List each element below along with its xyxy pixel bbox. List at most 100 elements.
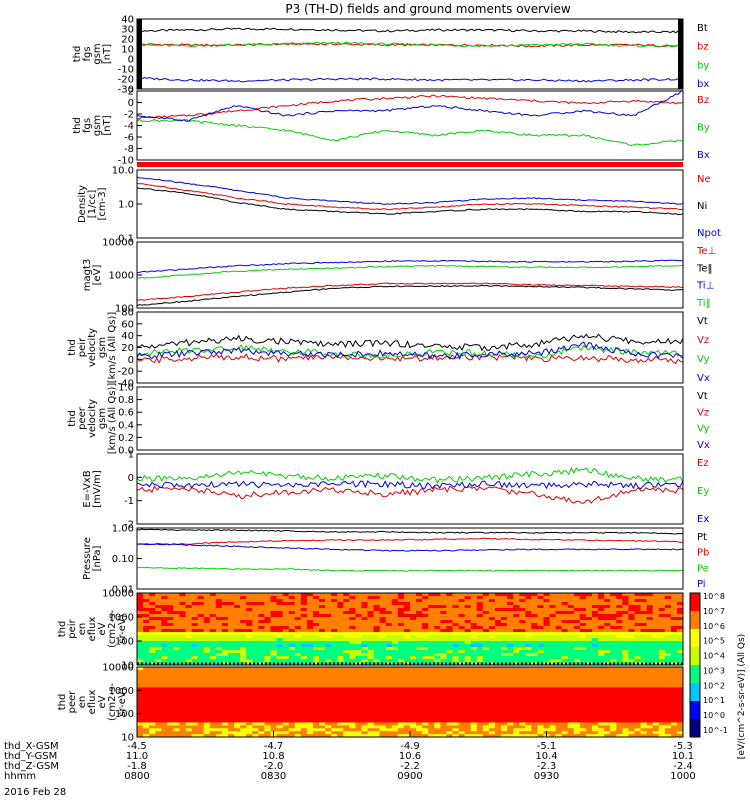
spectrogram-cell (379, 672, 387, 677)
spectrogram-cell (428, 684, 435, 688)
spectrogram-cell (410, 678, 417, 683)
spectrogram-cell (561, 596, 569, 600)
spectrogram-cell (367, 635, 375, 639)
spectrogram-cell (179, 704, 187, 709)
y-tick-label: 40 (121, 15, 134, 26)
spectrogram-cell (592, 713, 599, 718)
spectrogram-cell (585, 716, 593, 720)
spectrogram-cell (549, 614, 557, 618)
spectrogram-cell (209, 620, 217, 624)
spectrogram-cell (337, 702, 344, 706)
spectrogram-cell (446, 672, 453, 677)
spectrogram-cell (203, 632, 211, 636)
spectrogram-cell (385, 713, 393, 718)
spectrogram-cell (149, 659, 156, 663)
spectrogram-cell (306, 719, 314, 723)
spectrogram-cell (464, 662, 472, 666)
spectrogram-cell (537, 647, 544, 651)
spectrogram-cell (604, 593, 611, 597)
spectrogram-cell (337, 696, 344, 700)
spectrogram-cell (561, 623, 569, 627)
y-tick-label: 1.00 (112, 524, 134, 535)
spectrogram-cell (337, 605, 344, 609)
spectrogram-cell (513, 650, 520, 654)
spectrogram-cell (476, 687, 484, 691)
spectrogram-cell (379, 599, 387, 603)
spectrogram-cell (367, 702, 375, 706)
spectrogram-cell (379, 608, 387, 612)
spectrogram-cell (403, 678, 411, 683)
y-tick-label: 20 (121, 343, 134, 354)
spectrogram-cell (403, 675, 411, 680)
spectrogram-cell (434, 656, 441, 660)
spectrogram-cell (543, 672, 551, 677)
spectrogram-cell (191, 623, 199, 627)
spectrogram-cell (161, 699, 168, 703)
spectrogram-cell (476, 614, 484, 618)
spectrogram-cell (494, 599, 502, 603)
spectrogram-cell (234, 647, 241, 651)
spectrogram-cell (167, 641, 174, 645)
spectrogram-cell (646, 684, 654, 688)
spectrogram-cell (543, 681, 551, 685)
spectrogram-cell (149, 722, 156, 726)
spectrogram-cell (452, 593, 460, 597)
spectrogram-cell (252, 620, 259, 624)
spectrogram-cell (264, 681, 271, 685)
spectrogram-cell (319, 713, 326, 718)
spectrogram-cell (458, 678, 466, 683)
spectrogram-cell (610, 675, 617, 680)
spectrogram-cell (628, 731, 635, 735)
spectrogram-cell (676, 684, 684, 688)
spectrogram-cell (337, 678, 344, 683)
spectrogram-cell (355, 728, 362, 732)
spectrogram-cell (598, 629, 605, 633)
spectrogram-cell (325, 687, 332, 691)
spectrogram-cell (258, 672, 265, 677)
spectrogram-cell (464, 599, 472, 603)
spectrogram-cell (428, 702, 435, 706)
spectrogram-cell (482, 629, 490, 633)
spectrogram-cell (482, 650, 490, 654)
spectrogram-cell (513, 644, 520, 648)
spectrogram-cell (670, 713, 678, 718)
spectrogram-cell (246, 596, 253, 600)
spectrogram-cell (385, 641, 393, 645)
spectrogram-cell (349, 731, 356, 735)
spectrogram-cell (434, 623, 441, 627)
spectrogram-cell (543, 614, 551, 618)
spectrogram-cell (513, 667, 520, 671)
spectrogram-cell (312, 593, 320, 597)
spectrogram-cell (367, 644, 375, 648)
spectrogram-cell (561, 638, 569, 642)
spectrogram-cell (640, 647, 648, 651)
spectrogram-cell (561, 684, 569, 688)
y-tick-label: 1000 (109, 686, 134, 697)
spectrogram-cell (676, 693, 684, 697)
spectrogram-cell (670, 653, 678, 657)
spectrogram-cell (385, 699, 393, 703)
spectrogram-cell (288, 659, 296, 663)
spectrogram-cell (531, 707, 538, 712)
spectrogram-cell (288, 650, 296, 654)
spectrogram-cell (652, 731, 660, 735)
spectrogram-cell (440, 728, 447, 732)
spectrogram-cell (361, 635, 369, 639)
spectrogram-cell (555, 678, 563, 683)
spectrogram-cell (488, 599, 496, 603)
spectrogram-cell (300, 672, 308, 677)
spectrogram-cell (349, 593, 356, 597)
spectrogram-cell (185, 620, 193, 624)
spectrogram-cell (622, 722, 629, 726)
spectrogram-cell (598, 690, 605, 694)
spectrogram-cell (191, 617, 199, 621)
spectrogram-cell (446, 716, 453, 720)
spectrogram-cell (258, 690, 265, 694)
spectrogram-cell (598, 707, 605, 712)
spectrogram-cell (161, 623, 168, 627)
spectrogram-cell (373, 647, 381, 651)
spectrogram-cell (476, 710, 484, 715)
spectrogram-cell (234, 641, 241, 645)
spectrogram-cell (640, 593, 648, 597)
spectrogram-cell (355, 693, 362, 697)
